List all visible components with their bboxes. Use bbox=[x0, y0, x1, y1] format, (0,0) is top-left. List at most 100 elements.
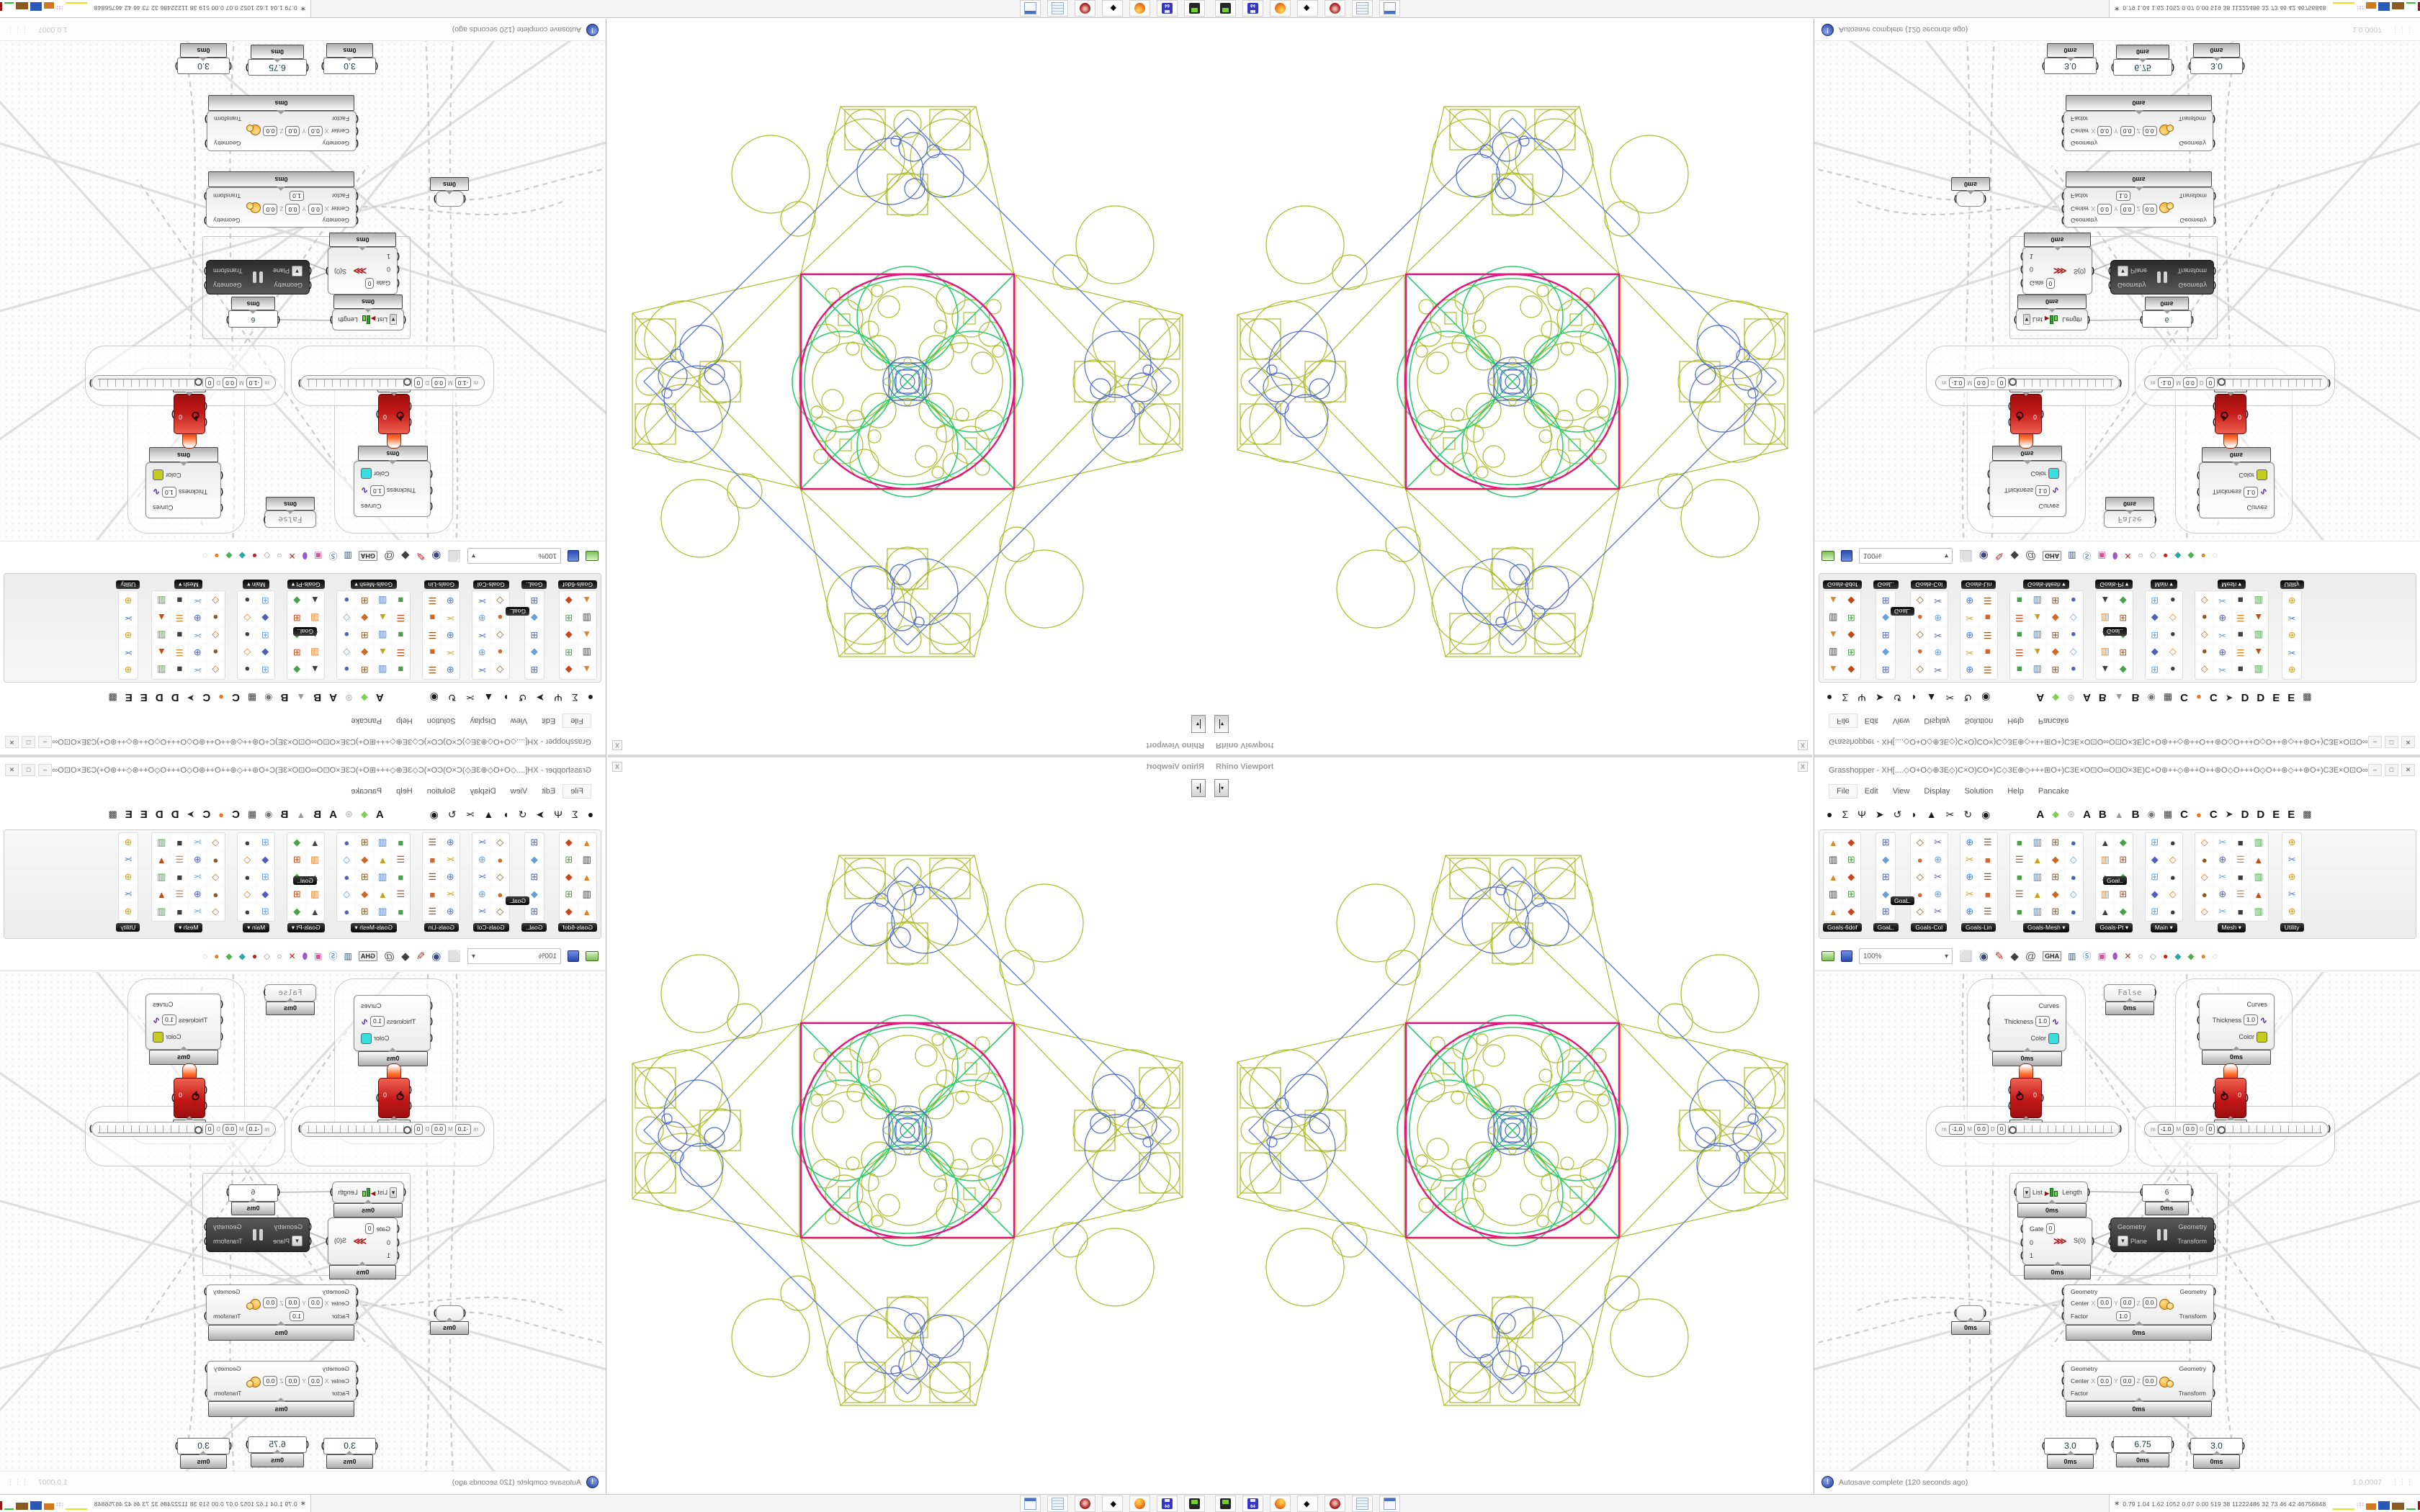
input-port[interactable]: ( bbox=[397, 1251, 400, 1260]
balloon-icon[interactable]: ⬮ bbox=[302, 551, 308, 561]
palette-component-icon[interactable]: ● bbox=[239, 904, 256, 919]
gem-gray2-icon[interactable]: ◇ bbox=[2149, 551, 2156, 561]
solver-flag[interactable] bbox=[2019, 432, 2033, 449]
plugin-tab-a-0[interactable]: A bbox=[375, 691, 384, 704]
palette-component-icon[interactable]: ◆ bbox=[257, 886, 274, 902]
menu-view[interactable]: View bbox=[510, 716, 528, 725]
palette-component-icon[interactable]: ◆ bbox=[1843, 869, 1860, 885]
output-port[interactable]: ) bbox=[2191, 315, 2194, 325]
input-port[interactable]: ( bbox=[463, 1308, 466, 1318]
plugin-tab-a-0[interactable]: A bbox=[2036, 691, 2045, 704]
palette-component-icon[interactable]: ◇ bbox=[2065, 610, 2081, 626]
palette-component-icon[interactable]: ✂ bbox=[474, 834, 490, 850]
palette-component-icon[interactable]: ⊞ bbox=[289, 610, 305, 626]
input-port[interactable]: ( bbox=[2008, 1101, 2011, 1110]
input-port[interactable]: ( bbox=[356, 1376, 359, 1385]
plugin-tab-e-16[interactable]: E bbox=[125, 808, 133, 821]
palette-component-icon[interactable]: ⊞ bbox=[357, 662, 373, 678]
plugin-tab-d-13[interactable]: D bbox=[2241, 808, 2249, 821]
palette-component-icon[interactable]: ▥ bbox=[307, 886, 323, 902]
menu-view[interactable]: View bbox=[1892, 716, 1910, 725]
palette-component-icon[interactable]: ⊞ bbox=[560, 886, 577, 902]
gem-gray-icon[interactable]: ○ bbox=[277, 551, 282, 561]
palette-component-icon[interactable]: ● bbox=[2164, 904, 2181, 919]
menu-solution[interactable]: Solution bbox=[1964, 716, 1994, 725]
palette-component-icon[interactable]: ▲ bbox=[2029, 644, 2045, 660]
palette-group-label[interactable]: Main ▾ bbox=[2150, 923, 2177, 932]
palette-component-icon[interactable]: ⊕ bbox=[1961, 834, 1978, 850]
plugin-tab-e-16[interactable]: E bbox=[2287, 808, 2295, 821]
sketch-icon[interactable]: ✎ bbox=[1994, 950, 2004, 963]
factor-value[interactable]: 1.0 bbox=[290, 1310, 304, 1322]
input-port[interactable]: ( bbox=[409, 418, 412, 427]
plugin-tab-e-15[interactable]: E bbox=[2272, 808, 2280, 821]
palette-component-icon[interactable]: ⊕ bbox=[474, 610, 490, 626]
ball-orange-icon[interactable]: ● bbox=[218, 809, 225, 820]
palette-component-icon[interactable]: ◆ bbox=[257, 644, 274, 660]
palette-component-icon[interactable]: ⊕ bbox=[2214, 852, 2231, 868]
palette-component-icon[interactable]: ▲ bbox=[375, 644, 391, 660]
slider-digits[interactable]: 0 bbox=[2205, 377, 2215, 388]
slider-track[interactable] bbox=[98, 378, 203, 387]
gem-gray2-icon[interactable]: ◇ bbox=[264, 551, 271, 561]
color-swatch-yellow[interactable] bbox=[2257, 469, 2267, 481]
center-z[interactable]: 0.0 bbox=[2142, 204, 2157, 215]
palette-component-icon[interactable]: ■ bbox=[1979, 610, 1996, 626]
palette-component-icon[interactable]: ☰ bbox=[2232, 610, 2249, 626]
palette-component-icon[interactable]: ⊞ bbox=[560, 644, 577, 660]
thickness-value[interactable]: 1.0 bbox=[370, 485, 385, 496]
cluster-icon[interactable]: ▣ bbox=[314, 951, 323, 961]
window-icon[interactable]: ▥ bbox=[2068, 951, 2076, 961]
input-port[interactable]: ( bbox=[403, 315, 406, 325]
gem-green-icon[interactable]: ◆ bbox=[360, 809, 368, 819]
slider-min[interactable]: -1.0 bbox=[246, 1124, 263, 1135]
palette-component-icon[interactable]: ● bbox=[2196, 886, 2213, 902]
palette-component-icon[interactable]: ● bbox=[339, 904, 355, 919]
input-port[interactable]: ( bbox=[2111, 1439, 2114, 1449]
center-z[interactable]: 0.0 bbox=[2142, 1375, 2157, 1387]
output-port[interactable]: ) bbox=[2213, 114, 2215, 124]
input-port[interactable]: ( bbox=[2197, 487, 2200, 497]
palette-component-icon[interactable]: ● bbox=[2065, 904, 2081, 919]
param-tab-icon-3[interactable]: ➤ bbox=[536, 808, 545, 820]
output-port[interactable]: ) bbox=[2213, 216, 2216, 225]
sketch-icon[interactable]: ✎ bbox=[416, 950, 426, 963]
palette-component-icon[interactable]: ✂ bbox=[189, 904, 206, 919]
palette-component-icon[interactable]: ◇ bbox=[2196, 834, 2213, 850]
palette-component-icon[interactable]: ▲ bbox=[1825, 904, 1842, 919]
slider-max[interactable]: 0.0 bbox=[431, 1124, 446, 1135]
frame-icon[interactable]: ⬜ bbox=[447, 549, 461, 562]
center-x[interactable]: 0.0 bbox=[308, 1297, 323, 1308]
palette-component-icon[interactable]: ⊞ bbox=[357, 593, 373, 608]
palette-group-label[interactable]: Goals-6dof bbox=[1823, 580, 1862, 589]
plugin-tab-e-15[interactable]: E bbox=[2272, 691, 2280, 704]
palette-component-icon[interactable]: ■ bbox=[1979, 886, 1996, 902]
palette-component-icon[interactable]: ⊞ bbox=[526, 627, 542, 643]
gh-titlebar[interactable]: Grasshopper - XH[....◇O+O◇⊕3E◇)C×O)CO×)C… bbox=[1814, 730, 2420, 755]
gem-green-icon[interactable]: ◆ bbox=[2187, 551, 2195, 561]
input-port[interactable]: ( bbox=[2020, 252, 2023, 261]
thickness-value[interactable]: 1.0 bbox=[2244, 1014, 2258, 1025]
palette-component-icon[interactable]: ◇ bbox=[239, 644, 256, 660]
output-port[interactable]: ) bbox=[376, 410, 379, 419]
param-tab-icon-4[interactable]: ↺ bbox=[518, 808, 527, 820]
palette-component-icon[interactable]: ▲ bbox=[2250, 852, 2267, 868]
palette-component-icon[interactable]: ☰ bbox=[2011, 852, 2027, 868]
param-tab-icon-9[interactable]: ◉ bbox=[429, 808, 439, 820]
input-port[interactable]: ( bbox=[2020, 279, 2023, 288]
open-file-icon[interactable] bbox=[1821, 551, 1834, 561]
palette-component-icon[interactable]: ◆ bbox=[560, 904, 577, 919]
slider-max[interactable]: 0.0 bbox=[2183, 1124, 2197, 1135]
input-port[interactable]: ( bbox=[356, 1364, 359, 1373]
input-port[interactable]: ( bbox=[220, 999, 223, 1009]
input-port[interactable]: ( bbox=[397, 1224, 400, 1233]
input-port[interactable]: ( bbox=[2008, 1085, 2011, 1094]
grid-icon[interactable]: ▦ bbox=[247, 693, 257, 703]
taskbar-app-firefox[interactable] bbox=[1129, 0, 1150, 17]
palette-component-icon[interactable]: ◆ bbox=[289, 593, 305, 608]
palette-component-icon[interactable]: ⊞ bbox=[1878, 904, 1894, 919]
plugin-tab-b-6[interactable]: B bbox=[2131, 691, 2140, 704]
gha-icon[interactable]: GHA bbox=[2043, 551, 2062, 561]
ball-orange-icon[interactable]: ● bbox=[2200, 951, 2206, 961]
